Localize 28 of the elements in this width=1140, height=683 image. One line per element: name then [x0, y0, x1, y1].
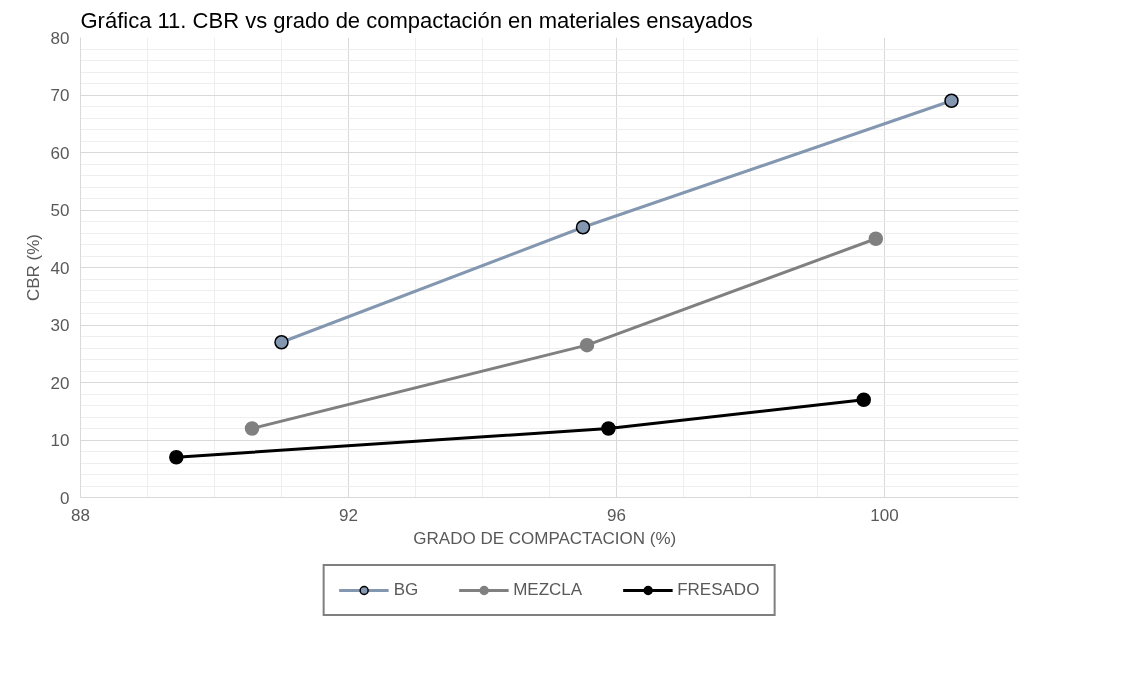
point — [856, 392, 871, 407]
x-axis-title: GRADO DE COMPACTACION (%) — [413, 528, 677, 548]
legend-label: MEZCLA — [513, 580, 583, 600]
y-axis-title: CBR (%) — [23, 233, 43, 302]
x-tick-label: 92 — [339, 505, 358, 525]
y-tick-label: 10 — [50, 431, 70, 450]
y-tick-label: 30 — [50, 316, 70, 335]
point — [944, 93, 959, 108]
x-tick-label: 96 — [607, 505, 626, 525]
legend-label: BG — [393, 580, 419, 600]
y-tick-label: 60 — [50, 143, 70, 163]
y-tick-label: 40 — [50, 258, 70, 278]
y-tick-label: 20 — [50, 373, 70, 393]
point — [868, 231, 884, 246]
point — [601, 421, 616, 436]
y-tick-label: 0 — [60, 488, 70, 508]
point — [575, 220, 591, 235]
point — [579, 337, 595, 353]
y-tick-label: 50 — [50, 201, 70, 220]
x-tick-label: 100 — [870, 505, 899, 525]
point — [244, 421, 260, 436]
x-tick-label: 88 — [71, 505, 90, 525]
point — [169, 450, 184, 465]
point — [274, 335, 289, 350]
y-tick-label: 80 — [50, 28, 70, 48]
chart-title: Gráfica 11. CBR vs grado de compactación en materiales ensayados — [80, 7, 753, 33]
legend-label: FRESADO — [677, 580, 760, 600]
y-tick-label: 70 — [50, 86, 70, 105]
